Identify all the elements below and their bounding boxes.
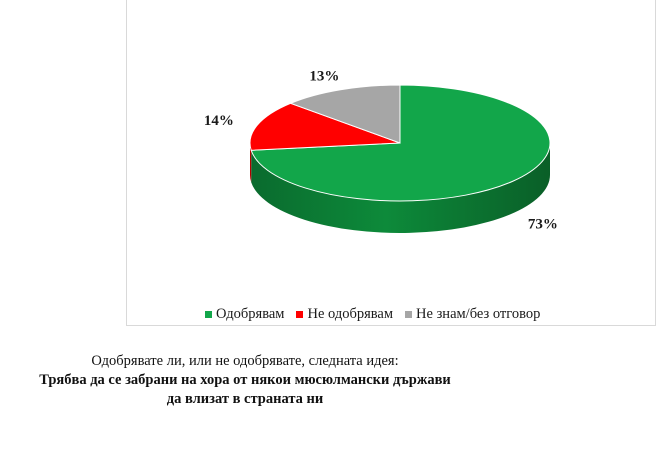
legend-swatch-disapprove [296,311,304,318]
pie-slice-disapprove [249,102,401,151]
question-intro: Одобрявате ли, или не одобрявате, следна… [91,353,399,369]
survey-question: Одобрявате ли, или не одобрявате, следна… [0,352,490,409]
data-label-disapprove: 14% [204,113,234,129]
question-statement-line1: Трябва да се забрани на хора от някои мю… [39,372,451,388]
pie-slice-dont-know [289,84,401,144]
pie-side-disapprove [250,143,252,183]
data-label-approve: 73% [528,217,558,233]
legend-swatch-approve [205,311,212,318]
legend-label-disapprove: Не одобрявам [307,306,394,322]
chart-area [126,0,656,326]
chart-legend: Одобрявам Не одобрявам Не знам/без отгов… [205,306,540,323]
question-statement-line2: да влизат в страната ни [166,391,324,407]
legend-label-dont-know: Не знам/без отговор [416,306,541,322]
legend-item-disapprove: Не одобрявам [296,306,393,323]
pie-slice-approve [250,84,551,202]
legend-item-dont-know: Не знам/без отговор [405,306,540,323]
data-label-dont-know: 13% [309,68,339,84]
legend-swatch-dont-know [405,311,413,318]
pie-chart: 73% 14% 13% [204,68,558,233]
pie-side-approve [251,143,550,233]
legend-label-approve: Одобрявам [216,306,285,322]
legend-item-approve: Одобрявам [205,306,284,323]
